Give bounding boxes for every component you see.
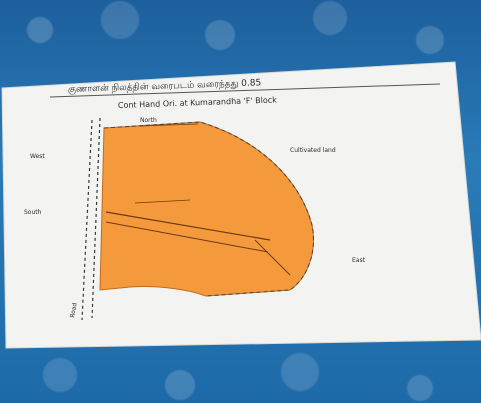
label-north-edge: North (140, 117, 157, 124)
north-hatch (139, 123, 199, 127)
label-west-mid: South (24, 209, 42, 216)
interior-line-2 (105, 221, 269, 253)
boundary-outline (103, 121, 314, 297)
interior-line-3 (254, 239, 291, 276)
label-east-note: Cultivated land (290, 147, 336, 154)
label-east-right: East (352, 257, 366, 264)
title-underline (49, 83, 441, 98)
label-bottom-left: Road (69, 302, 79, 318)
label-west-top: West (30, 153, 45, 160)
interior-line-4 (134, 199, 191, 204)
interior-line-1 (105, 211, 271, 241)
